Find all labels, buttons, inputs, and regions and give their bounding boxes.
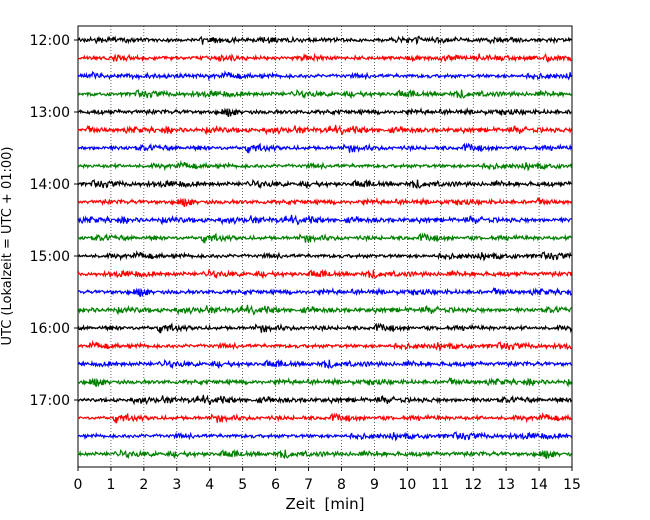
x-tick-label: 7 [304, 477, 313, 493]
trace-line [77, 430, 573, 442]
y-axis-label: UTC (Lokalzeit = UTC + 01:00) [0, 147, 15, 346]
trace-line [77, 35, 572, 46]
trace-line [77, 268, 573, 280]
x-tick-label: 3 [172, 477, 181, 493]
trace-line [77, 394, 573, 406]
trace-line [77, 159, 573, 172]
x-axis-ticks: 0 1 2 3 4 5 6 7 8 9 10 11 12 13 14 15 [74, 467, 581, 493]
trace-line [77, 339, 572, 352]
trace-line [77, 106, 572, 117]
x-tick-label: 13 [497, 477, 515, 493]
x-tick-label: 14 [530, 477, 548, 493]
x-tick-label: 8 [337, 477, 346, 493]
trace-line [77, 142, 573, 154]
trace-line [77, 178, 572, 190]
trace-line [77, 88, 573, 100]
trace-line [77, 358, 573, 370]
trace-line [77, 286, 572, 297]
plot-area-frame [77, 25, 573, 468]
trace-line [77, 232, 572, 244]
trace-line [77, 214, 572, 226]
trace-line [77, 69, 573, 82]
y-tick-label: 16:00 [30, 321, 70, 337]
x-tick-label: 5 [238, 477, 247, 493]
x-axis-label: Zeit [min] [285, 495, 364, 513]
trace-line [77, 249, 572, 262]
x-tick-label: 2 [139, 477, 148, 493]
x-tick-label: 10 [398, 477, 416, 493]
y-axis-ticks: 12:00 13:00 14:00 15:00 16:00 17:00 [30, 33, 78, 409]
x-tick-label: 12 [464, 477, 482, 493]
trace-line [77, 304, 572, 316]
y-tick-label: 15:00 [30, 249, 70, 265]
x-tick-label: 15 [563, 477, 581, 493]
trace-line [77, 448, 573, 460]
trace-line [77, 52, 572, 64]
y-tick-label: 12:00 [30, 33, 70, 49]
y-tick-label: 14:00 [30, 177, 70, 193]
trace-line [77, 322, 573, 334]
y-tick-label: 17:00 [30, 393, 70, 409]
x-tick-label: 1 [106, 477, 115, 493]
trace-line [77, 124, 573, 136]
x-tick-label: 9 [370, 477, 379, 493]
trace-line [77, 376, 573, 388]
x-tick-label: 11 [431, 477, 449, 493]
seismic-traces [77, 35, 573, 460]
x-tick-label: 0 [74, 477, 83, 493]
y-tick-label: 13:00 [30, 105, 70, 121]
trace-line [77, 196, 573, 207]
x-tick-label: 4 [205, 477, 214, 493]
x-tick-label: 6 [271, 477, 280, 493]
trace-line [77, 411, 572, 424]
